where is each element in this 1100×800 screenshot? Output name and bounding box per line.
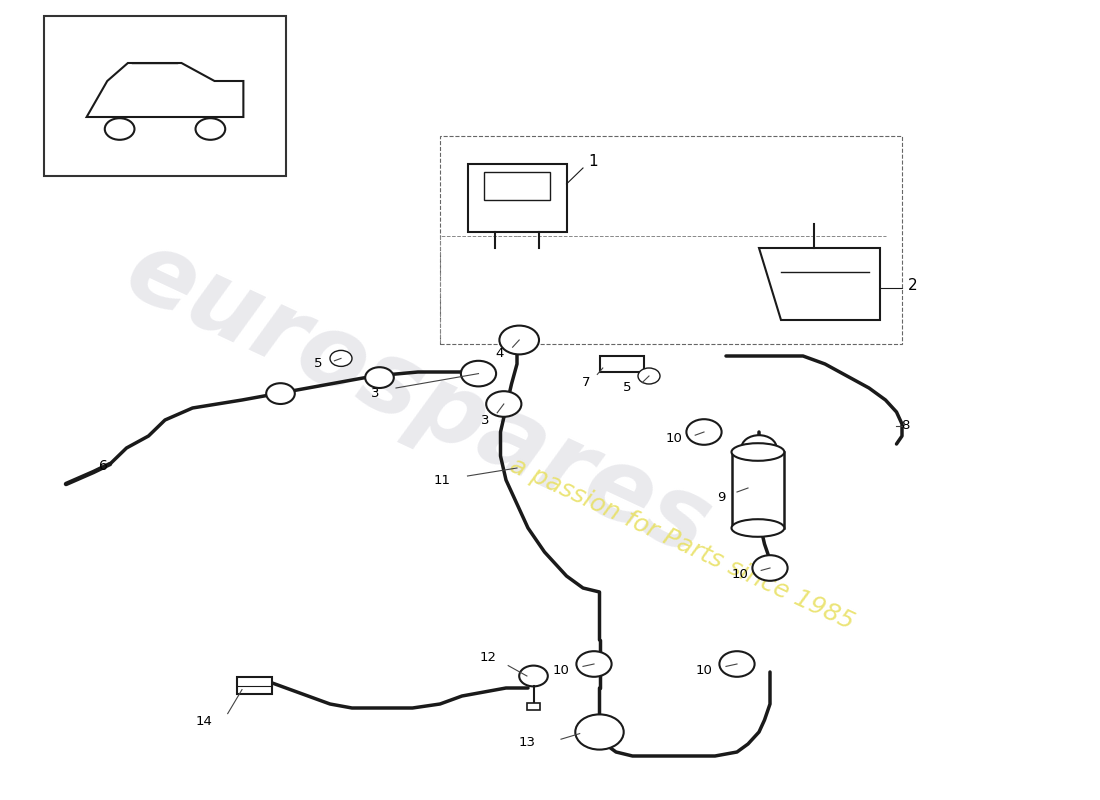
Circle shape bbox=[686, 419, 722, 445]
Text: 1: 1 bbox=[588, 154, 598, 169]
Text: 10: 10 bbox=[553, 664, 570, 677]
Text: 11: 11 bbox=[434, 474, 451, 486]
Text: 4: 4 bbox=[495, 347, 504, 360]
Bar bbox=[484, 172, 550, 200]
Circle shape bbox=[486, 391, 521, 417]
Bar bbox=[468, 164, 566, 232]
Circle shape bbox=[719, 651, 755, 677]
Circle shape bbox=[576, 651, 612, 677]
Ellipse shape bbox=[732, 519, 784, 537]
Text: 10: 10 bbox=[696, 664, 713, 677]
Bar bbox=[44, 16, 286, 176]
Bar bbox=[732, 452, 784, 528]
Circle shape bbox=[519, 666, 548, 686]
Circle shape bbox=[330, 350, 352, 366]
Circle shape bbox=[638, 368, 660, 384]
Circle shape bbox=[266, 383, 295, 404]
Text: 14: 14 bbox=[196, 715, 212, 728]
Circle shape bbox=[365, 367, 394, 388]
Text: 3: 3 bbox=[481, 414, 490, 427]
Text: 13: 13 bbox=[519, 736, 536, 749]
Text: a passion for Parts since 1985: a passion for Parts since 1985 bbox=[506, 454, 858, 634]
Circle shape bbox=[752, 555, 788, 581]
Text: 12: 12 bbox=[480, 651, 496, 664]
Circle shape bbox=[461, 361, 496, 386]
Circle shape bbox=[575, 714, 624, 750]
Bar bbox=[527, 703, 540, 710]
Text: 3: 3 bbox=[371, 387, 380, 400]
Ellipse shape bbox=[732, 443, 784, 461]
Text: 5: 5 bbox=[314, 358, 322, 370]
Circle shape bbox=[741, 435, 777, 461]
Circle shape bbox=[499, 326, 539, 354]
Text: 7: 7 bbox=[582, 376, 591, 389]
Text: 5: 5 bbox=[623, 381, 631, 394]
Text: eurospares: eurospares bbox=[111, 222, 725, 578]
Bar bbox=[600, 356, 643, 372]
Text: 9: 9 bbox=[717, 491, 726, 504]
Bar bbox=[236, 677, 272, 694]
Text: 2: 2 bbox=[908, 278, 917, 293]
Text: 10: 10 bbox=[732, 568, 748, 581]
Bar bbox=[440, 136, 902, 344]
Text: 6: 6 bbox=[99, 458, 108, 473]
Text: 10: 10 bbox=[666, 432, 682, 445]
Text: 8: 8 bbox=[901, 419, 910, 432]
